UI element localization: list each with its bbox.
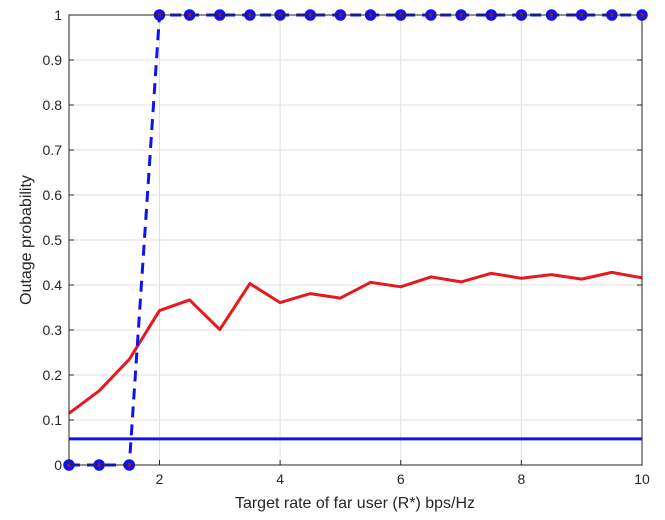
grid-lines (69, 14, 643, 466)
y-tick-label: 0.6 (43, 187, 63, 203)
y-tick-label: 0.2 (43, 367, 63, 383)
y-tick-label: 0 (54, 457, 62, 473)
axis-ticks: 2 4 6 8 10 0 0.1 0.2 0.3 0.4 0.5 0.6 0.7 0.8 0.9 1 (43, 7, 650, 487)
x-axis-title: Target rate of far user (R*) bps/Hz (235, 495, 475, 512)
y-tick-label: 0.3 (43, 322, 63, 338)
y-tick-label: 0.7 (43, 142, 63, 158)
y-tick-label: 0.8 (43, 97, 63, 113)
x-tick-label: 6 (397, 471, 405, 487)
y-tick-label: 0.5 (43, 232, 63, 248)
series-line-1 (68, 270, 643, 415)
x-tick-label: 8 (517, 471, 525, 487)
y-tick-label: 0.4 (43, 277, 63, 293)
y-tick-label: 0.1 (43, 412, 63, 428)
y-tick-label: 1 (54, 7, 62, 23)
x-tick-label: 2 (156, 471, 164, 487)
x-tick-label: 4 (276, 471, 284, 487)
y-tick-label: 0.9 (43, 52, 63, 68)
x-tick-label: 10 (634, 471, 650, 487)
y-axis-title: Outage probability (18, 175, 35, 305)
